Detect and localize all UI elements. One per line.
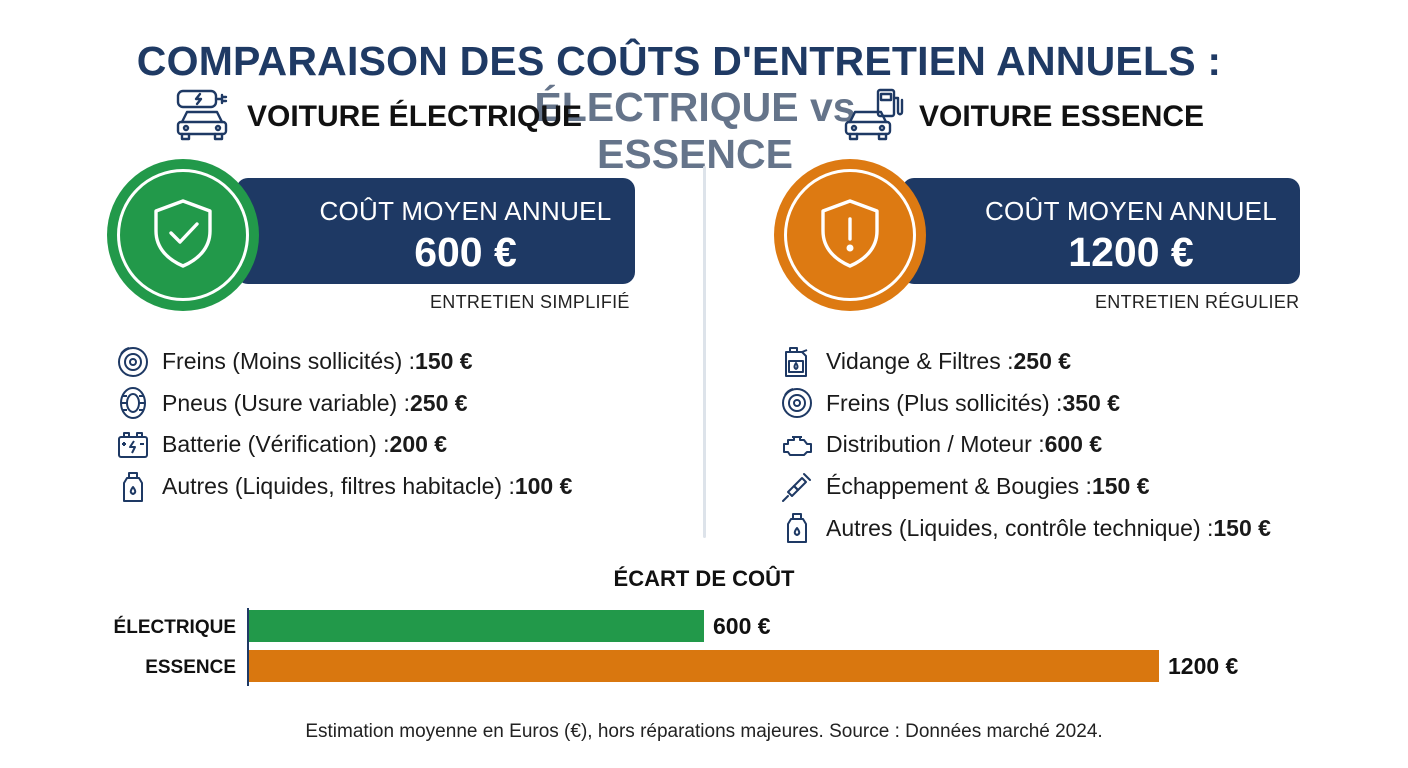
item-label: Freins (Moins sollicités) :	[162, 348, 416, 375]
fluid-bottle-icon	[116, 470, 150, 504]
item-label: Autres (Liquides, filtres habitacle) :	[162, 473, 515, 500]
gasoline-cost-box: COÛT MOYEN ANNUEL 1200 €	[902, 178, 1300, 284]
item-label: Échappement & Bougies :	[826, 473, 1092, 500]
item-value: 350 €	[1062, 389, 1120, 416]
list-item: Autres (Liquides, filtres habitacle) : 1…	[116, 466, 572, 508]
gasoline-caption: ENTRETIEN RÉGULIER	[1095, 292, 1300, 312]
spark-plug-icon	[780, 470, 814, 504]
bar-essence	[249, 650, 1159, 682]
fluid-bottle-icon	[780, 511, 814, 545]
item-value: 200 €	[389, 431, 448, 458]
engine-icon	[780, 428, 814, 462]
item-value: 150 €	[415, 348, 473, 375]
gasoline-cost-value: 1200 €	[1068, 229, 1194, 275]
item-value: 250 €	[1013, 348, 1072, 375]
item-label: Batterie (Vérification) :	[162, 431, 390, 458]
electric-cost-list: Freins (Moins sollicités) : 150 € Pneus …	[116, 341, 572, 507]
oil-can-icon	[780, 345, 814, 379]
gasoline-cost-list: Vidange & Filtres : 250 € Freins (Plus s…	[780, 341, 1271, 549]
category-label: ÉLECTRIQUE	[114, 616, 236, 638]
shield-warning-icon	[817, 197, 883, 274]
page-subtitle: ÉLECTRIQUE vs ESSENCE	[534, 84, 856, 177]
value-label: 600 €	[713, 613, 771, 639]
brake-disc-icon	[780, 386, 814, 420]
ev-charging-car-icon	[170, 88, 234, 149]
item-label: Vidange & Filtres :	[826, 348, 1014, 375]
electric-cost-value: 600 €	[414, 229, 517, 275]
list-item: Distribution / Moteur : 600 €	[780, 424, 1271, 466]
item-value: 100 €	[514, 473, 573, 500]
list-item: Pneus (Usure variable) : 250 €	[116, 383, 572, 425]
item-label: Distribution / Moteur :	[826, 431, 1045, 458]
brake-disc-icon	[116, 345, 150, 379]
category-label: ESSENCE	[145, 657, 236, 678]
electric-heading: VOITURE ÉLECTRIQUE	[247, 100, 583, 133]
value-label: 1200 €	[1168, 653, 1239, 679]
electric-badge	[107, 159, 259, 311]
list-item: Échappement & Bougies : 150 €	[780, 466, 1271, 508]
item-value: 150 €	[1213, 514, 1271, 541]
cost-gap-chart: ÉLECTRIQUE 600 € ESSENCE 1200 €	[114, 608, 1239, 686]
battery-icon	[116, 428, 150, 462]
column-divider	[703, 166, 706, 538]
gasoline-badge	[774, 159, 926, 311]
list-item: Autres (Liquides, contrôle technique) : …	[780, 507, 1271, 549]
electric-cost-label: COÛT MOYEN ANNUEL	[319, 196, 612, 226]
fuel-pump-car-icon	[842, 88, 906, 149]
list-item: Vidange & Filtres : 250 €	[780, 341, 1271, 383]
electric-cost-box: COÛT MOYEN ANNUEL 600 €	[236, 178, 635, 284]
chart-title: ÉCART DE COÛT	[613, 566, 795, 591]
item-value: 150 €	[1091, 473, 1150, 500]
item-label: Freins (Plus sollicités) :	[826, 389, 1063, 416]
item-value: 250 €	[410, 389, 468, 416]
bar-electrique	[249, 610, 704, 642]
footnote: Estimation moyenne en Euros (€), hors ré…	[305, 721, 1103, 742]
electric-caption: ENTRETIEN SIMPLIFIÉ	[430, 292, 630, 312]
list-item: Batterie (Vérification) : 200 €	[116, 424, 572, 466]
gasoline-cost-label: COÛT MOYEN ANNUEL	[984, 196, 1278, 226]
list-item: Freins (Moins sollicités) : 150 €	[116, 341, 572, 383]
shield-check-icon	[150, 197, 216, 274]
item-value: 600 €	[1044, 431, 1103, 458]
gasoline-heading: VOITURE ESSENCE	[919, 100, 1205, 133]
item-label: Pneus (Usure variable) :	[162, 389, 410, 416]
list-item: Freins (Plus sollicités) : 350 €	[780, 383, 1271, 425]
page-title: COMPARAISON DES COÛTS D'ENTRETIEN ANNUEL…	[136, 38, 1222, 84]
item-label: Autres (Liquides, contrôle technique) :	[826, 514, 1214, 541]
tire-icon	[116, 386, 150, 420]
